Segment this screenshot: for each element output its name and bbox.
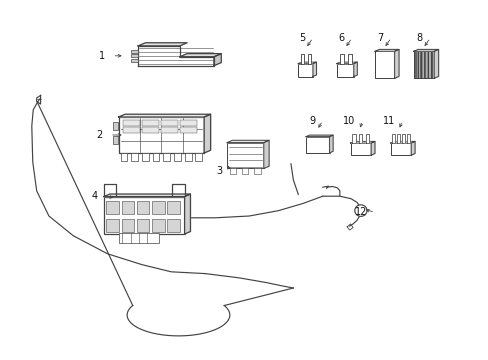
Text: 2: 2 xyxy=(96,130,102,140)
Polygon shape xyxy=(370,141,374,155)
Bar xyxy=(151,201,164,214)
Text: 4: 4 xyxy=(91,191,98,201)
Polygon shape xyxy=(340,54,343,64)
Polygon shape xyxy=(410,141,414,155)
Polygon shape xyxy=(329,135,332,153)
Polygon shape xyxy=(396,134,399,143)
Bar xyxy=(174,153,181,161)
Text: 6: 6 xyxy=(338,33,344,43)
Bar xyxy=(112,122,118,130)
Bar xyxy=(106,219,119,232)
Bar xyxy=(131,59,137,62)
Bar xyxy=(119,117,204,153)
Polygon shape xyxy=(301,54,304,64)
Bar xyxy=(254,168,260,174)
Bar xyxy=(106,201,119,214)
Polygon shape xyxy=(180,54,221,57)
Text: 11: 11 xyxy=(382,116,394,126)
Bar xyxy=(180,120,197,126)
Bar xyxy=(136,201,149,214)
Bar xyxy=(336,64,353,77)
Polygon shape xyxy=(305,135,332,136)
Polygon shape xyxy=(347,54,351,64)
Bar xyxy=(123,120,140,126)
Polygon shape xyxy=(359,134,362,143)
Text: 3: 3 xyxy=(216,166,222,176)
Bar xyxy=(112,136,118,144)
Polygon shape xyxy=(401,134,404,143)
Polygon shape xyxy=(353,62,357,77)
Bar xyxy=(120,153,127,161)
Polygon shape xyxy=(184,194,190,234)
Text: 8: 8 xyxy=(416,33,422,43)
Text: 9: 9 xyxy=(308,116,315,126)
Bar xyxy=(142,127,159,133)
Polygon shape xyxy=(312,62,316,77)
Polygon shape xyxy=(352,134,355,143)
Polygon shape xyxy=(119,114,210,117)
Bar xyxy=(166,201,179,214)
Polygon shape xyxy=(407,134,409,143)
Polygon shape xyxy=(413,49,438,51)
Bar xyxy=(121,201,134,214)
Polygon shape xyxy=(350,141,374,143)
Bar xyxy=(374,51,394,78)
Bar xyxy=(121,219,134,232)
Bar xyxy=(226,143,263,168)
Polygon shape xyxy=(394,49,398,78)
Ellipse shape xyxy=(354,205,366,216)
Bar xyxy=(350,143,370,155)
Text: 10: 10 xyxy=(342,116,354,126)
Bar xyxy=(413,51,433,78)
Bar xyxy=(131,50,137,53)
Polygon shape xyxy=(138,43,187,46)
Polygon shape xyxy=(390,141,414,143)
Polygon shape xyxy=(366,134,368,143)
Bar xyxy=(161,120,178,126)
Bar xyxy=(131,54,137,57)
Bar xyxy=(166,219,179,232)
Bar xyxy=(103,197,184,234)
Bar xyxy=(305,136,329,153)
Bar xyxy=(118,233,159,243)
Bar xyxy=(163,153,170,161)
Bar xyxy=(298,64,312,77)
Bar xyxy=(180,127,197,133)
Bar xyxy=(161,127,178,133)
Polygon shape xyxy=(204,114,210,153)
Bar xyxy=(131,153,138,161)
Polygon shape xyxy=(307,54,310,64)
Polygon shape xyxy=(226,140,268,143)
Polygon shape xyxy=(264,140,268,168)
Bar xyxy=(123,127,140,133)
Text: 7: 7 xyxy=(377,33,383,43)
Polygon shape xyxy=(214,54,221,66)
Polygon shape xyxy=(374,49,398,51)
Bar xyxy=(195,153,202,161)
Bar xyxy=(142,153,148,161)
Text: 1: 1 xyxy=(99,51,105,61)
Text: 5: 5 xyxy=(299,33,305,43)
Bar xyxy=(229,168,236,174)
Polygon shape xyxy=(433,49,438,78)
Bar xyxy=(242,168,248,174)
Polygon shape xyxy=(103,194,190,197)
Bar xyxy=(184,153,191,161)
Bar xyxy=(136,219,149,232)
Polygon shape xyxy=(298,62,316,64)
Bar xyxy=(152,153,159,161)
Bar xyxy=(151,219,164,232)
Bar xyxy=(142,120,159,126)
Polygon shape xyxy=(138,46,214,66)
Bar xyxy=(390,143,410,155)
Polygon shape xyxy=(336,62,357,64)
Polygon shape xyxy=(391,134,394,143)
Text: 12: 12 xyxy=(355,207,367,217)
